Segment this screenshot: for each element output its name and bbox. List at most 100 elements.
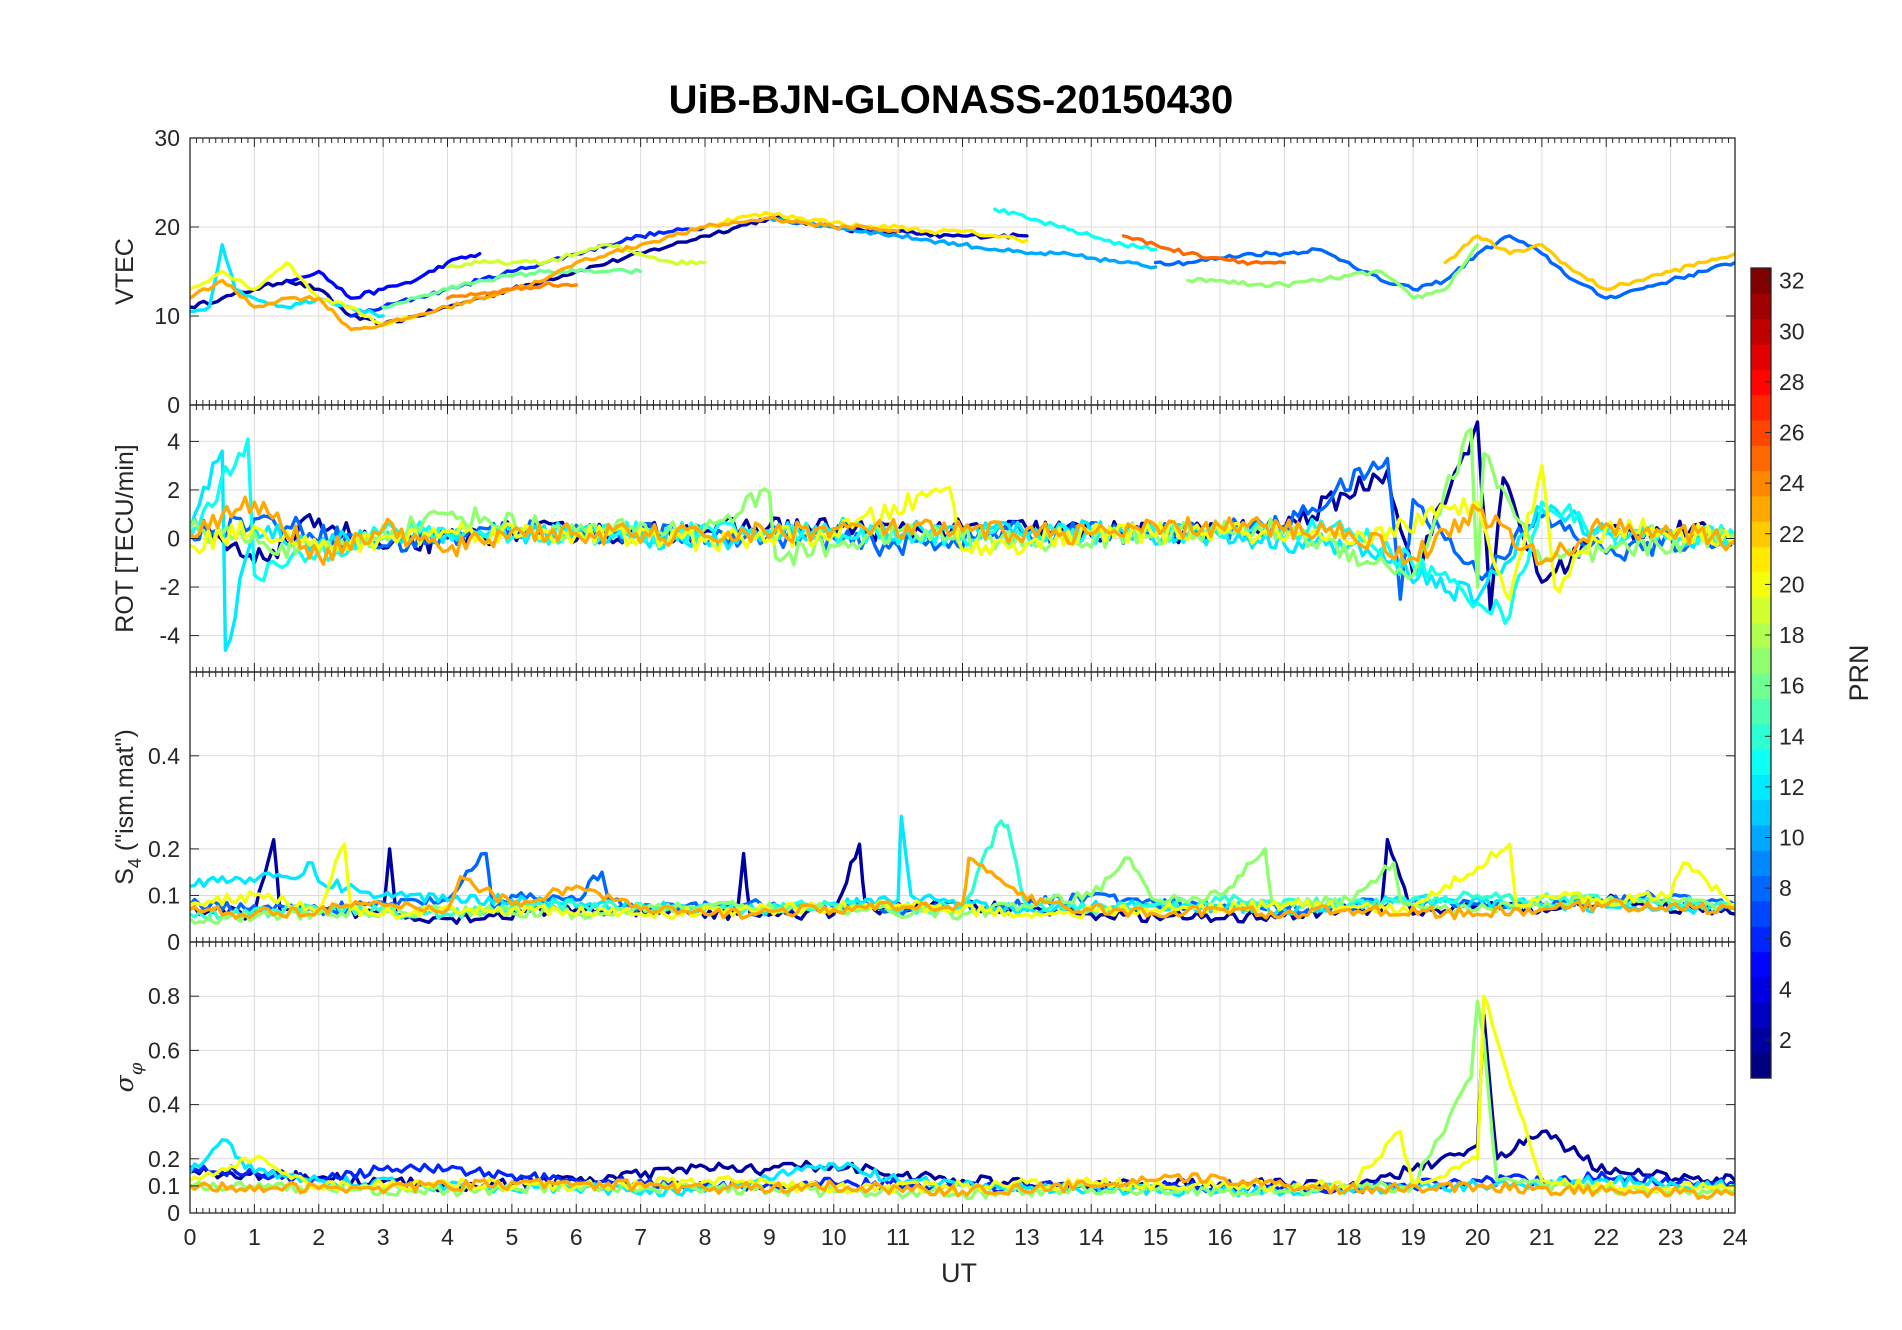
y-axis-label-rot: ROT [TECU/min] [111, 444, 139, 632]
series-prn-19 [445, 242, 707, 269]
x-tick-label: 15 [1143, 1224, 1169, 1250]
colorbar-tick-label: 22 [1779, 521, 1805, 547]
colorbar-band [1751, 926, 1771, 953]
x-tick-label: 18 [1336, 1224, 1362, 1250]
colorbar-band [1751, 1052, 1771, 1079]
colorbar-tick-label: 14 [1779, 723, 1805, 749]
colorbar-tick-label: 24 [1779, 470, 1805, 496]
x-tick-label: 6 [570, 1224, 583, 1250]
colorbar-band [1751, 445, 1771, 472]
colorbar-band [1751, 597, 1771, 623]
y-tick-label: 20 [154, 214, 180, 240]
y-axis-label-sigma_phi: σφ [110, 1062, 147, 1092]
colorbar-tick-label: 18 [1779, 622, 1805, 648]
x-tick-label: 0 [184, 1224, 197, 1250]
y-tick-label: 0 [167, 1200, 180, 1226]
series-prn-25 [1121, 234, 1287, 266]
colorbar-band [1751, 495, 1771, 522]
colorbar-band [1751, 647, 1771, 674]
series-prn-20 [190, 260, 417, 327]
colorbar-tick-label: 10 [1779, 825, 1805, 851]
x-tick-label: 23 [1658, 1224, 1684, 1250]
series-prn-20 [190, 994, 1735, 1195]
panel-sigma_phi: 00.10.2 0.4 0.6 0.8 σφ [110, 941, 1736, 1226]
series-prn-16 [381, 267, 643, 310]
y-tick-label: 0.2 [148, 1146, 180, 1172]
y-tick-label: 0.1 [148, 1173, 180, 1199]
colorbar-band [1751, 850, 1771, 877]
traces [190, 994, 1735, 1201]
colorbar-band [1751, 1027, 1771, 1054]
x-tick-label: 3 [377, 1224, 390, 1250]
y-tick-label: 4 [167, 428, 180, 454]
colorbar-tick-label: 2 [1779, 1027, 1792, 1053]
colorbar-band [1751, 824, 1771, 851]
colorbar-band [1751, 900, 1771, 927]
x-tick-label: 2 [312, 1224, 325, 1250]
x-tick-label: 21 [1529, 1224, 1555, 1250]
x-tick-label: 16 [1207, 1224, 1233, 1250]
x-tick-label: 9 [763, 1224, 776, 1250]
y-tick-label: 0.6 [148, 1037, 180, 1063]
y-tick-label: 2 [167, 477, 180, 503]
y-tick-label: 10 [154, 303, 180, 329]
y-tick-label: 0.4 [148, 1092, 180, 1118]
y-tick-label: 0 [167, 526, 180, 552]
y-tick-label: 0.8 [148, 983, 180, 1009]
colorbar-tick-label: 6 [1779, 926, 1792, 952]
x-tick-label: 20 [1465, 1224, 1491, 1250]
y-tick-label: 30 [154, 125, 180, 151]
x-tick-label: 11 [886, 1224, 910, 1250]
series-prn-23 [190, 215, 900, 332]
x-tick-label: 8 [699, 1224, 712, 1250]
traces [190, 814, 1735, 925]
series-prn-23 [190, 1172, 1735, 1201]
x-tick-label: 12 [950, 1224, 976, 1250]
series-prn-17 [190, 999, 1735, 1200]
x-axis-label: UT [941, 1258, 977, 1288]
series-prn-20 [190, 842, 1735, 921]
colorbar-tick-label: 8 [1779, 875, 1792, 901]
chart-title: UiB-BJN-GLONASS-20150430 [669, 78, 1234, 122]
colorbar-tick-label: 30 [1779, 318, 1805, 344]
traces [190, 420, 1735, 652]
y-tick-label: 0.1 [148, 882, 180, 908]
x-tick-label: 13 [1014, 1224, 1040, 1250]
panel-rot: -4 -2 0 2 4 ROT [TECU/min] [111, 404, 1736, 673]
x-tick-label: 14 [1078, 1224, 1104, 1250]
colorbar-band [1751, 622, 1771, 649]
colorbar-band [1751, 673, 1771, 699]
colorbar-band [1751, 318, 1771, 345]
colorbar-tick-label: 20 [1779, 571, 1805, 597]
x-tick-label: 19 [1400, 1224, 1426, 1250]
x-tick-label: 4 [441, 1224, 454, 1250]
colorbar-band [1751, 571, 1771, 598]
colorbar-band [1751, 1002, 1771, 1028]
series-prn-22 [1443, 234, 1735, 291]
y-tick-label: 0.4 [148, 743, 180, 769]
panel-vtec: 0 10 20 30 VTEC [111, 125, 1736, 418]
series-prn-5 [284, 252, 482, 300]
colorbar-band [1751, 875, 1771, 902]
x-tick-label: 1 [248, 1224, 261, 1250]
colorbar-tick-label: 26 [1779, 420, 1805, 446]
colorbar-band [1751, 976, 1771, 1003]
colorbar-tick-label: 4 [1779, 976, 1792, 1002]
y-axis-label-vtec: VTEC [111, 238, 139, 305]
series-prn-20 [190, 464, 1735, 601]
series-prn-13 [993, 207, 1158, 252]
colorbar-band [1751, 799, 1771, 826]
series-prn-17 [190, 427, 1735, 589]
colorbar-tick-label: 12 [1779, 774, 1805, 800]
traces [190, 207, 1735, 332]
y-tick-label: -4 [160, 623, 181, 649]
series-prn-17 [1186, 243, 1480, 300]
colorbar-label: PRN [1844, 644, 1874, 701]
series-prn-14 [190, 819, 1735, 921]
colorbar-band [1751, 698, 1771, 725]
colorbar-band [1751, 394, 1771, 421]
panel-s4: 0 0.1 0.2 0.4S4 ("ism.mat") [111, 671, 1736, 955]
colorbar-band [1751, 419, 1771, 446]
series-prn-23 [190, 856, 1735, 921]
